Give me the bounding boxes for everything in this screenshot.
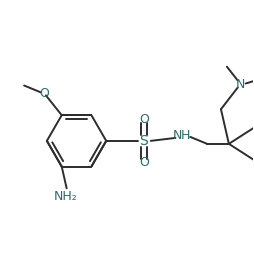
Text: N: N: [173, 130, 182, 142]
Text: O: O: [139, 113, 149, 126]
Text: H: H: [181, 130, 190, 142]
Text: N: N: [236, 78, 245, 91]
Text: O: O: [139, 156, 149, 169]
Text: O: O: [39, 87, 49, 100]
Text: NH₂: NH₂: [54, 190, 77, 203]
Text: S: S: [139, 134, 148, 148]
